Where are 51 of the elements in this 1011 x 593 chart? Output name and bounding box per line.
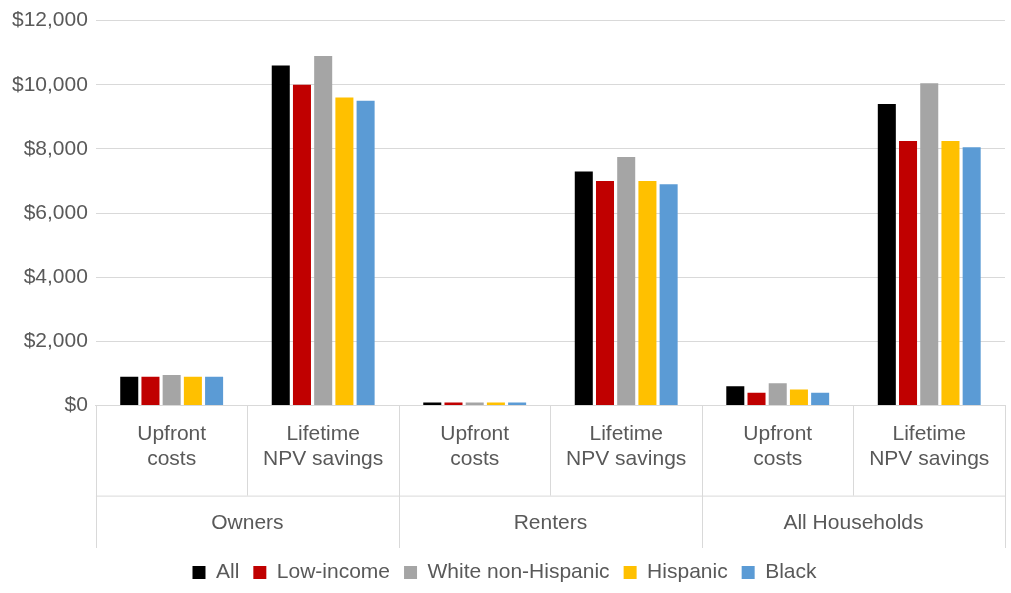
y-tick-label: $4,000 [23,264,88,288]
bar [183,376,202,406]
bar [335,97,354,406]
bar [638,181,657,406]
bar [726,386,745,406]
y-tick-label: $2,000 [23,328,88,352]
bar [465,402,484,406]
bar [444,402,463,406]
text: Renters [513,510,588,534]
legend-label: White non-Hispanic [427,559,610,583]
bar [486,402,505,406]
bar [877,104,896,406]
legend-label: Black [765,559,818,583]
y-tick-label: $6,000 [23,199,88,223]
bar [120,376,139,406]
legend-label: All [215,559,240,583]
bar [899,140,918,406]
bar [205,376,224,406]
text: Owners [211,510,284,534]
y-tick-label: $12,000 [11,7,88,31]
bar [747,392,766,406]
bar [811,392,830,406]
bar [271,65,290,406]
bar [595,181,615,406]
y-tick-label: $0 [64,392,88,416]
bar [292,84,311,406]
bar [423,402,442,406]
bar [617,156,636,406]
bar [141,376,160,406]
bar [659,184,678,406]
bar [574,171,593,406]
bar [920,83,939,406]
bar [768,383,787,406]
x-tick-label: Lifetime NPV savings [566,421,687,470]
x-tick-label: Lifetime NPV savings [263,421,384,470]
y-tick-label: $8,000 [23,135,88,159]
text: All Households [783,510,924,534]
x-tick-label: Lifetime NPV savings [869,421,990,470]
legend-label: Hispanic [647,559,728,583]
x-tick-label: Upfront costs [743,421,813,470]
bar [508,402,527,406]
legend-label: Low-income [276,559,391,583]
x-tick-label: Upfront costs [137,421,207,470]
bar [314,55,333,406]
x-tick-label: Upfront costs [440,421,510,470]
bar [941,140,960,406]
bar [356,100,375,406]
bar [162,375,181,406]
y-tick-label: $10,000 [11,71,88,95]
bar [789,389,808,406]
bar [962,147,981,406]
